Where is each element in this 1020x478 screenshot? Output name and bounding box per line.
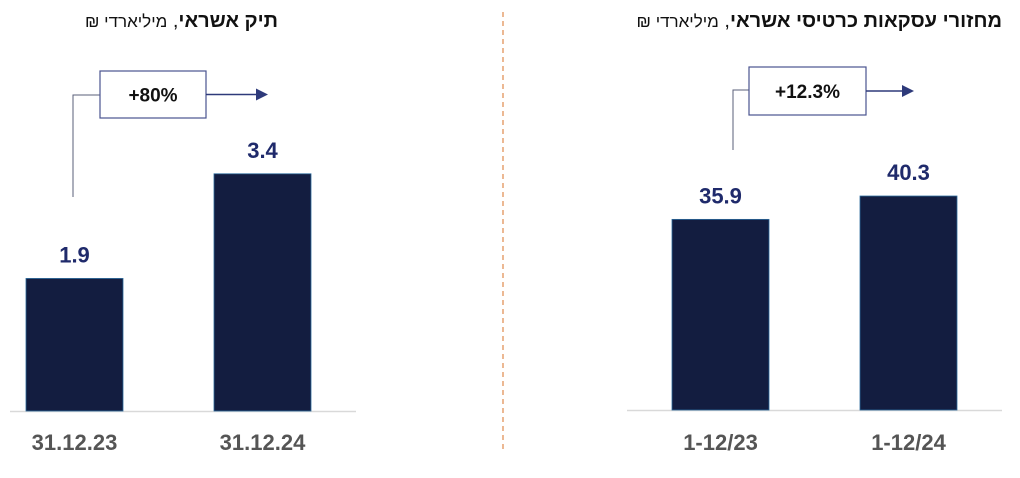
left-chart-unit: מיליארדי ₪ (85, 12, 168, 31)
right-callout-connector (732, 89, 749, 150)
right-change-box (748, 66, 867, 116)
left-callout-arrowhead (256, 88, 268, 101)
left-chart-title: תיק אשראי, מיליארדי ₪ (85, 10, 278, 32)
right-category-label-1: 1-12/23 (683, 430, 758, 455)
right-chart-title-main: מחזורי עסקאות כרטיסי אשראי (729, 10, 1002, 32)
left-value-label-1: 1.9 (59, 242, 90, 267)
right-value-label-1: 35.9 (699, 183, 742, 208)
left-value-label-2: 3.4 (247, 138, 278, 163)
right-chart-title: מחזורי עסקאות כרטיסי אשראי, מיליארדי ₪ (636, 10, 1002, 32)
right-category-label-2: 1-12/24 (871, 430, 946, 455)
right-change-label: +12.3% (775, 82, 840, 103)
right-chart-unit: מיליארדי ₪ (636, 12, 719, 31)
right-value-label-2: 40.3 (887, 160, 930, 185)
left-callout-connector (72, 94, 100, 197)
right-bar-2 (859, 195, 958, 411)
left-change-label: +80% (128, 86, 177, 107)
left-chart-title-main: תיק אשראי (178, 10, 278, 32)
right-callout-arrowhead (902, 85, 914, 97)
left-bar-2 (213, 173, 312, 412)
left-category-label-1: 31.12.23 (32, 430, 118, 455)
left-bar-1 (25, 278, 124, 412)
left-category-label-2: 31.12.24 (220, 430, 306, 455)
right-bar-1 (671, 218, 770, 411)
